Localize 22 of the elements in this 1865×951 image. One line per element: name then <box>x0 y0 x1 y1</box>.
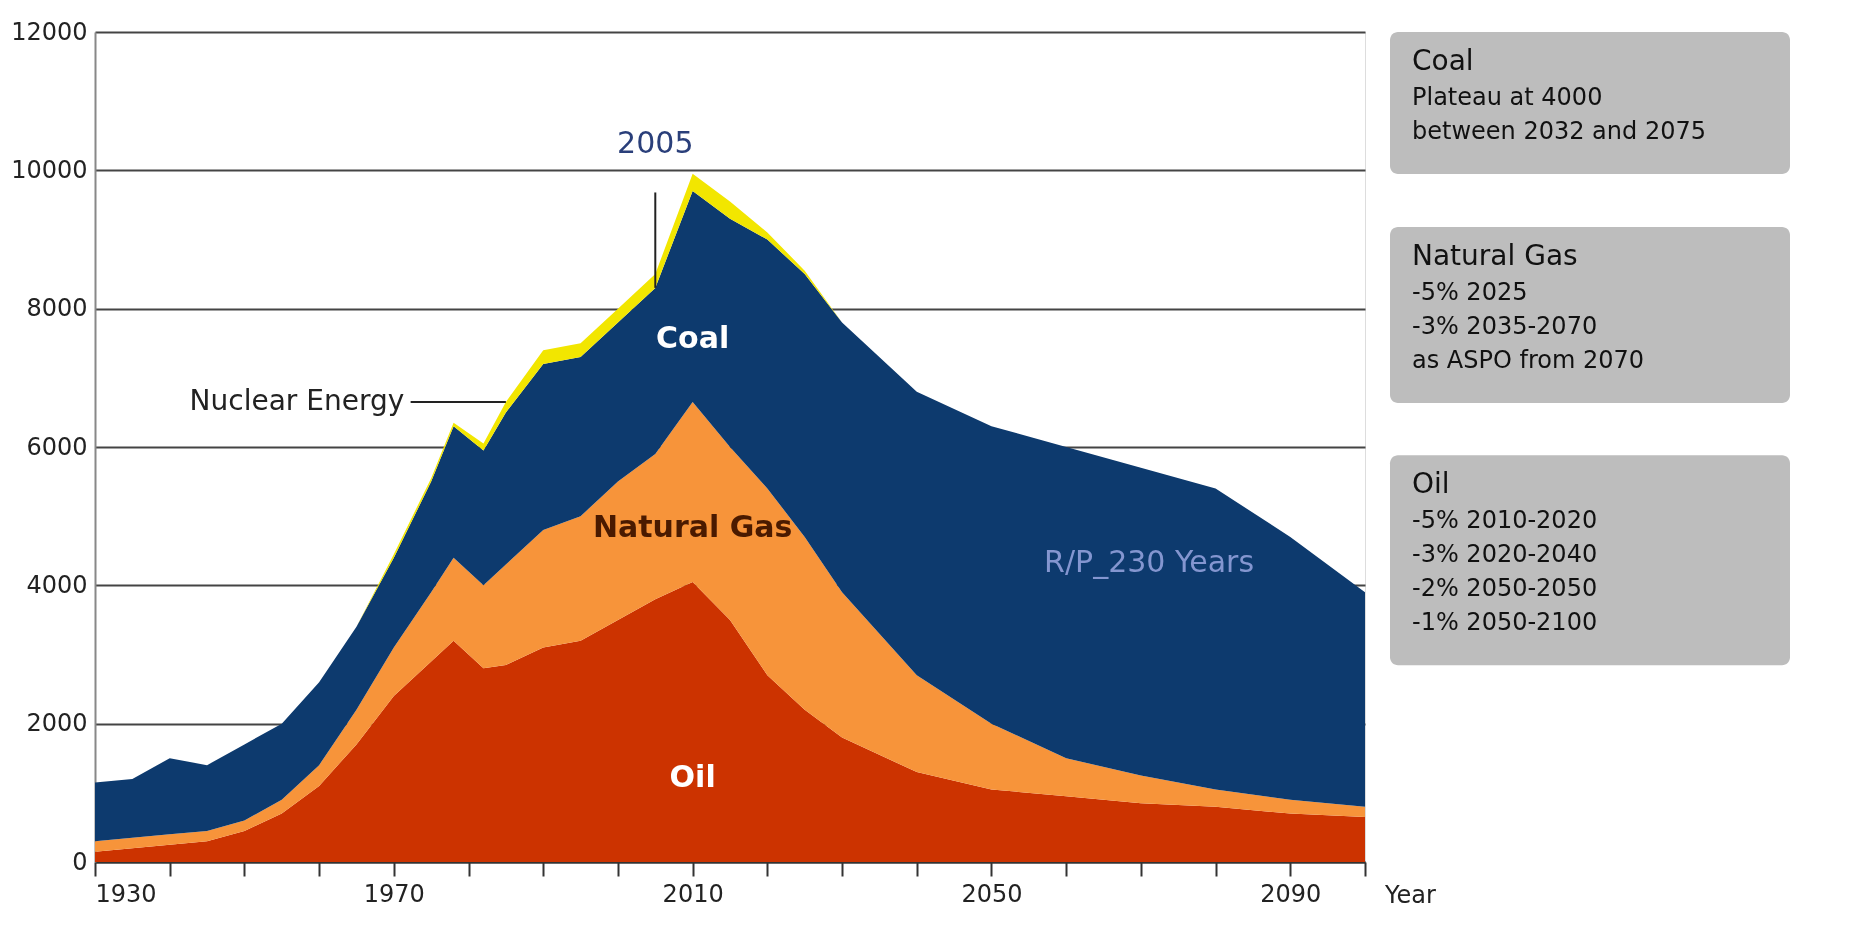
series-label: Natural Gas <box>592 508 793 544</box>
y-tick-label: 0 <box>72 847 88 876</box>
x-tick-label: 1970 <box>363 879 425 908</box>
annotation: R/P_230 Years <box>1044 544 1255 580</box>
x-tick-label: 2090 <box>1260 879 1322 908</box>
x-tick-label: 1930 <box>95 879 157 908</box>
y-tick-label: 4000 <box>26 570 88 599</box>
y-tick-label: 8000 <box>26 294 88 323</box>
y-tick-label: 12000 <box>11 17 88 46</box>
annotation: 2005 <box>617 125 694 161</box>
x-tick-label: 2010 <box>662 879 724 908</box>
series-label: Coal <box>656 319 730 355</box>
y-tick-label: 10000 <box>11 155 88 184</box>
x-tick-label: 2050 <box>961 879 1023 908</box>
series-label: Nuclear Energy <box>189 384 405 418</box>
text: Coal Plateau at 4000 between 2032 and 2075 <box>1412 44 1706 145</box>
text: Oil -5% 2010-2020 -3% 2020-2040 -2% 2050-2050 -1% 2050-2100 <box>1412 467 1598 637</box>
series-label: Oil <box>669 758 716 794</box>
y-tick-label: 2000 <box>26 709 88 738</box>
text: Natural Gas -5% 2025 -3% 2035-2070 as ASPO from 2070 <box>1412 239 1645 375</box>
x-axis-title: Year <box>1384 881 1436 909</box>
y-tick-label: 6000 <box>26 432 88 461</box>
